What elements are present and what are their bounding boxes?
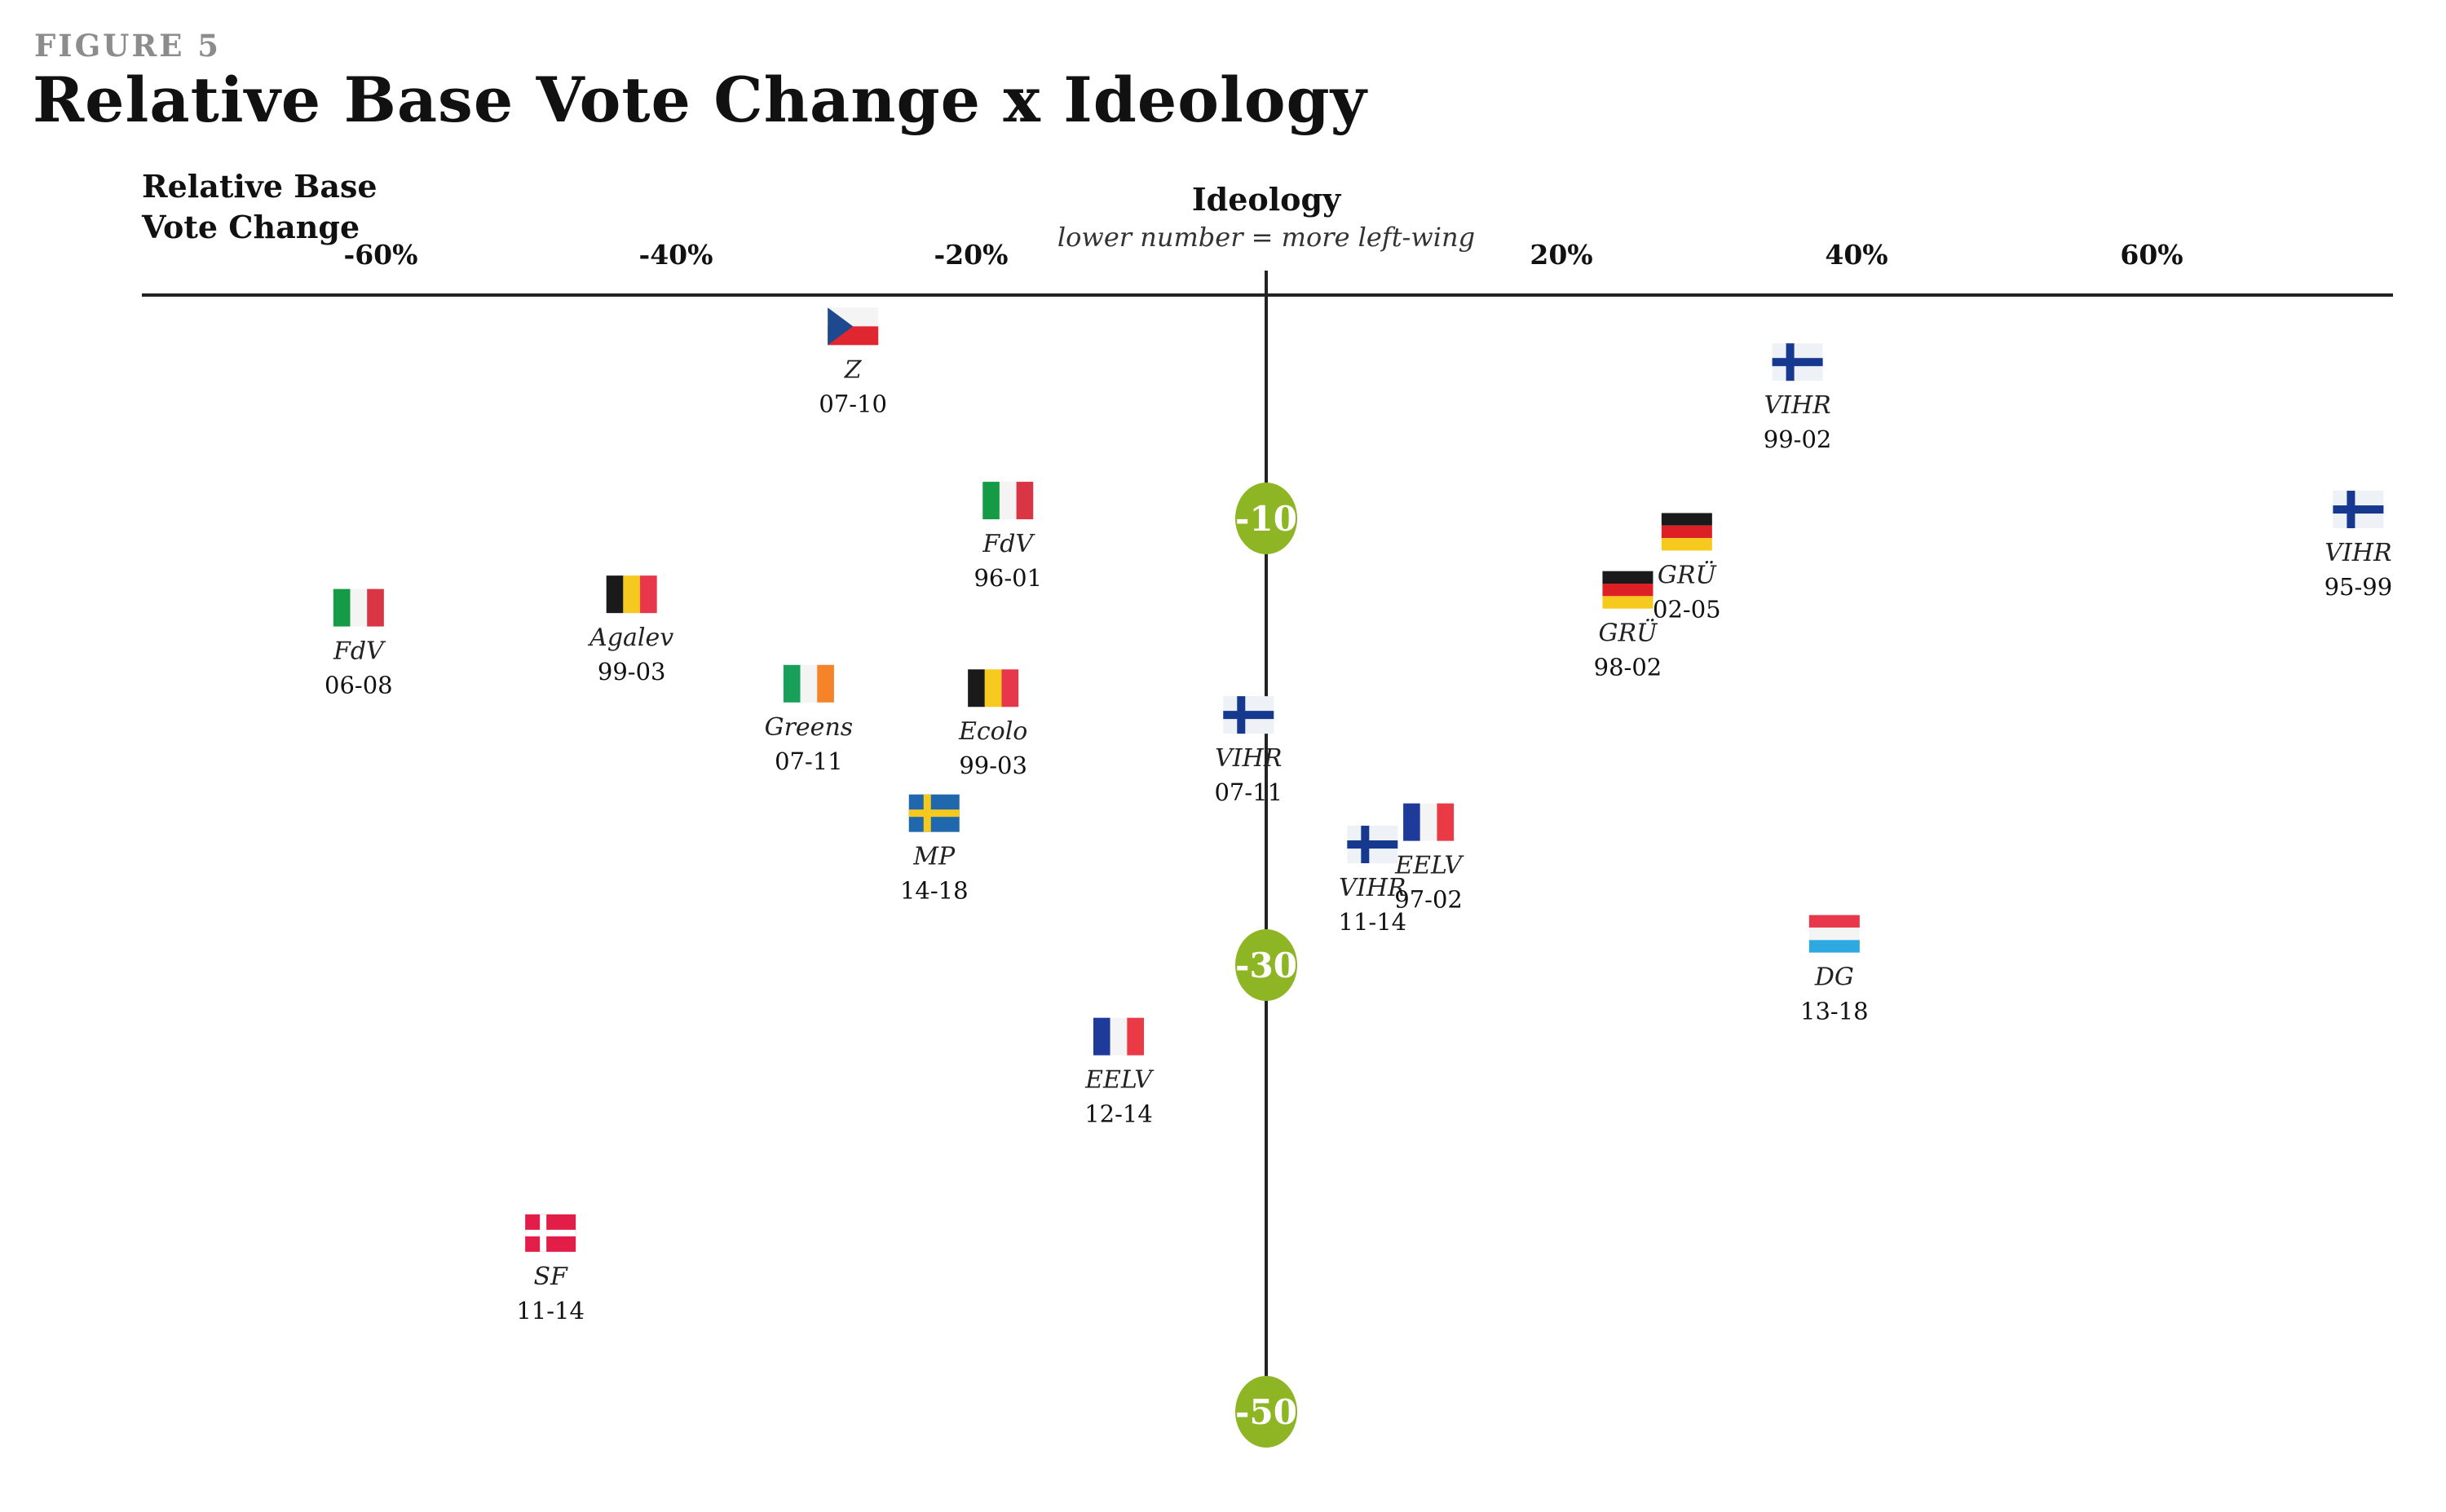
chart-title: Relative Base Vote Change x Ideology (33, 64, 1367, 136)
point-years-label: 95-99 (2325, 573, 2393, 601)
point-years-label: 99-02 (1764, 425, 1832, 453)
data-point: Agalev 99-03 (587, 575, 673, 685)
data-point: DG 13-18 (1800, 915, 1869, 1025)
point-party-label: GRÜ (1658, 560, 1718, 589)
x-axis-subtitle: lower number = more left-wing (1057, 222, 1475, 253)
point-party-label: FdV (982, 530, 1035, 558)
y-tick-label: -10 (1235, 499, 1297, 539)
data-point: Ecolo 99-03 (958, 669, 1027, 779)
flag-it-icon (333, 588, 384, 627)
flag-cz-icon (828, 307, 879, 346)
point-party-label: EELV (1084, 1066, 1155, 1095)
point-years-label: 07-10 (819, 390, 887, 417)
point-years-label: 12-14 (1084, 1100, 1153, 1128)
point-party-label: Greens (765, 713, 854, 742)
y-ticks: -10 -30 -50 (1235, 483, 1297, 1448)
data-point: VIHR 95-99 (2325, 491, 2393, 601)
point-party-label: VIHR (1764, 391, 1830, 420)
flag-de-icon (1602, 571, 1653, 609)
point-years-label: 96-01 (974, 564, 1042, 592)
x-tick-label: -20% (934, 239, 1009, 271)
flag-ie-icon (783, 664, 834, 703)
flag-fr-icon (1403, 803, 1455, 841)
axes: Ideology lower number = more left-wing (142, 181, 2393, 1410)
flag-dk-icon (525, 1214, 576, 1252)
data-point: VIHR 11-14 (1339, 826, 1407, 936)
point-party-label: VIHR (2325, 539, 2391, 567)
flag-lu-icon (1808, 915, 1860, 953)
point-years-label: 13-18 (1800, 998, 1869, 1025)
data-point: GRÜ 02-05 (1653, 513, 1721, 623)
point-party-label: SF (533, 1263, 568, 1291)
flag-fi-icon (1347, 826, 1398, 864)
point-years-label: 07-11 (775, 747, 843, 775)
flag-fi-icon (2333, 491, 2384, 529)
point-years-label: 99-03 (959, 752, 1027, 779)
data-point: FdV 06-08 (325, 588, 393, 699)
point-years-label: 97-02 (1394, 886, 1463, 914)
point-years-label: 14-18 (900, 877, 969, 905)
point-party-label: Z (844, 355, 863, 384)
data-point: FdV 96-01 (974, 482, 1042, 592)
data-point: EELV 12-14 (1084, 1017, 1155, 1128)
point-party-label: EELV (1394, 852, 1464, 880)
y-axis-label: Relative Base Vote Change (142, 168, 377, 245)
y-tick-marker (1235, 929, 1297, 1001)
flag-be-icon (968, 669, 1019, 708)
point-years-label: 11-14 (516, 1297, 585, 1325)
y-tick-label: -50 (1235, 1392, 1297, 1432)
data-point: VIHR 99-02 (1764, 343, 1832, 453)
flag-se-icon (908, 794, 960, 832)
y-tick-label: -30 (1235, 946, 1297, 985)
point-years-label: 11-14 (1339, 908, 1407, 936)
point-years-label: 98-02 (1594, 654, 1662, 681)
point-party-label: MP (912, 843, 956, 871)
flag-it-icon (982, 482, 1034, 520)
point-party-label: Ecolo (958, 717, 1027, 746)
x-tick-label: 60% (2120, 239, 2183, 271)
data-point: EELV 97-02 (1394, 803, 1464, 914)
data-point: Greens 07-11 (765, 664, 854, 775)
data-point: Z 07-10 (819, 307, 887, 417)
x-tick-label: 20% (1530, 239, 1592, 271)
point-party-label: FdV (333, 637, 386, 666)
flag-fi-icon (1772, 343, 1823, 381)
point-years-label: 07-11 (1214, 778, 1283, 806)
data-point: MP 14-18 (900, 794, 969, 905)
point-years-label: 99-03 (598, 658, 666, 685)
flag-fr-icon (1093, 1017, 1144, 1056)
point-party-label: VIHR (1339, 874, 1406, 902)
x-ticks: -60% -40% -20% 20% 40% 60% (344, 239, 2183, 271)
point-party-label: VIHR (1215, 744, 1282, 773)
point-years-label: 06-08 (325, 672, 393, 699)
flag-be-icon (606, 575, 657, 614)
data-point: GRÜ 98-02 (1594, 571, 1662, 681)
point-party-label: DG (1814, 963, 1854, 992)
data-point: SF 11-14 (516, 1214, 585, 1325)
point-years-label: 02-05 (1653, 595, 1721, 623)
point-party-label: GRÜ (1599, 619, 1659, 648)
x-tick-label: -40% (639, 239, 713, 271)
flag-de-icon (1661, 513, 1712, 551)
flag-fi-icon (1223, 696, 1274, 734)
point-party-label: Agalev (587, 624, 673, 652)
y-tick-marker (1235, 1376, 1297, 1448)
x-tick-label: 40% (1825, 239, 1887, 271)
data-point: VIHR 07-11 (1214, 696, 1283, 806)
y-tick-marker (1235, 483, 1297, 554)
x-axis-title: Ideology (1192, 181, 1341, 218)
x-tick-label: -60% (344, 239, 418, 271)
figure-label: FIGURE 5 (34, 28, 222, 64)
